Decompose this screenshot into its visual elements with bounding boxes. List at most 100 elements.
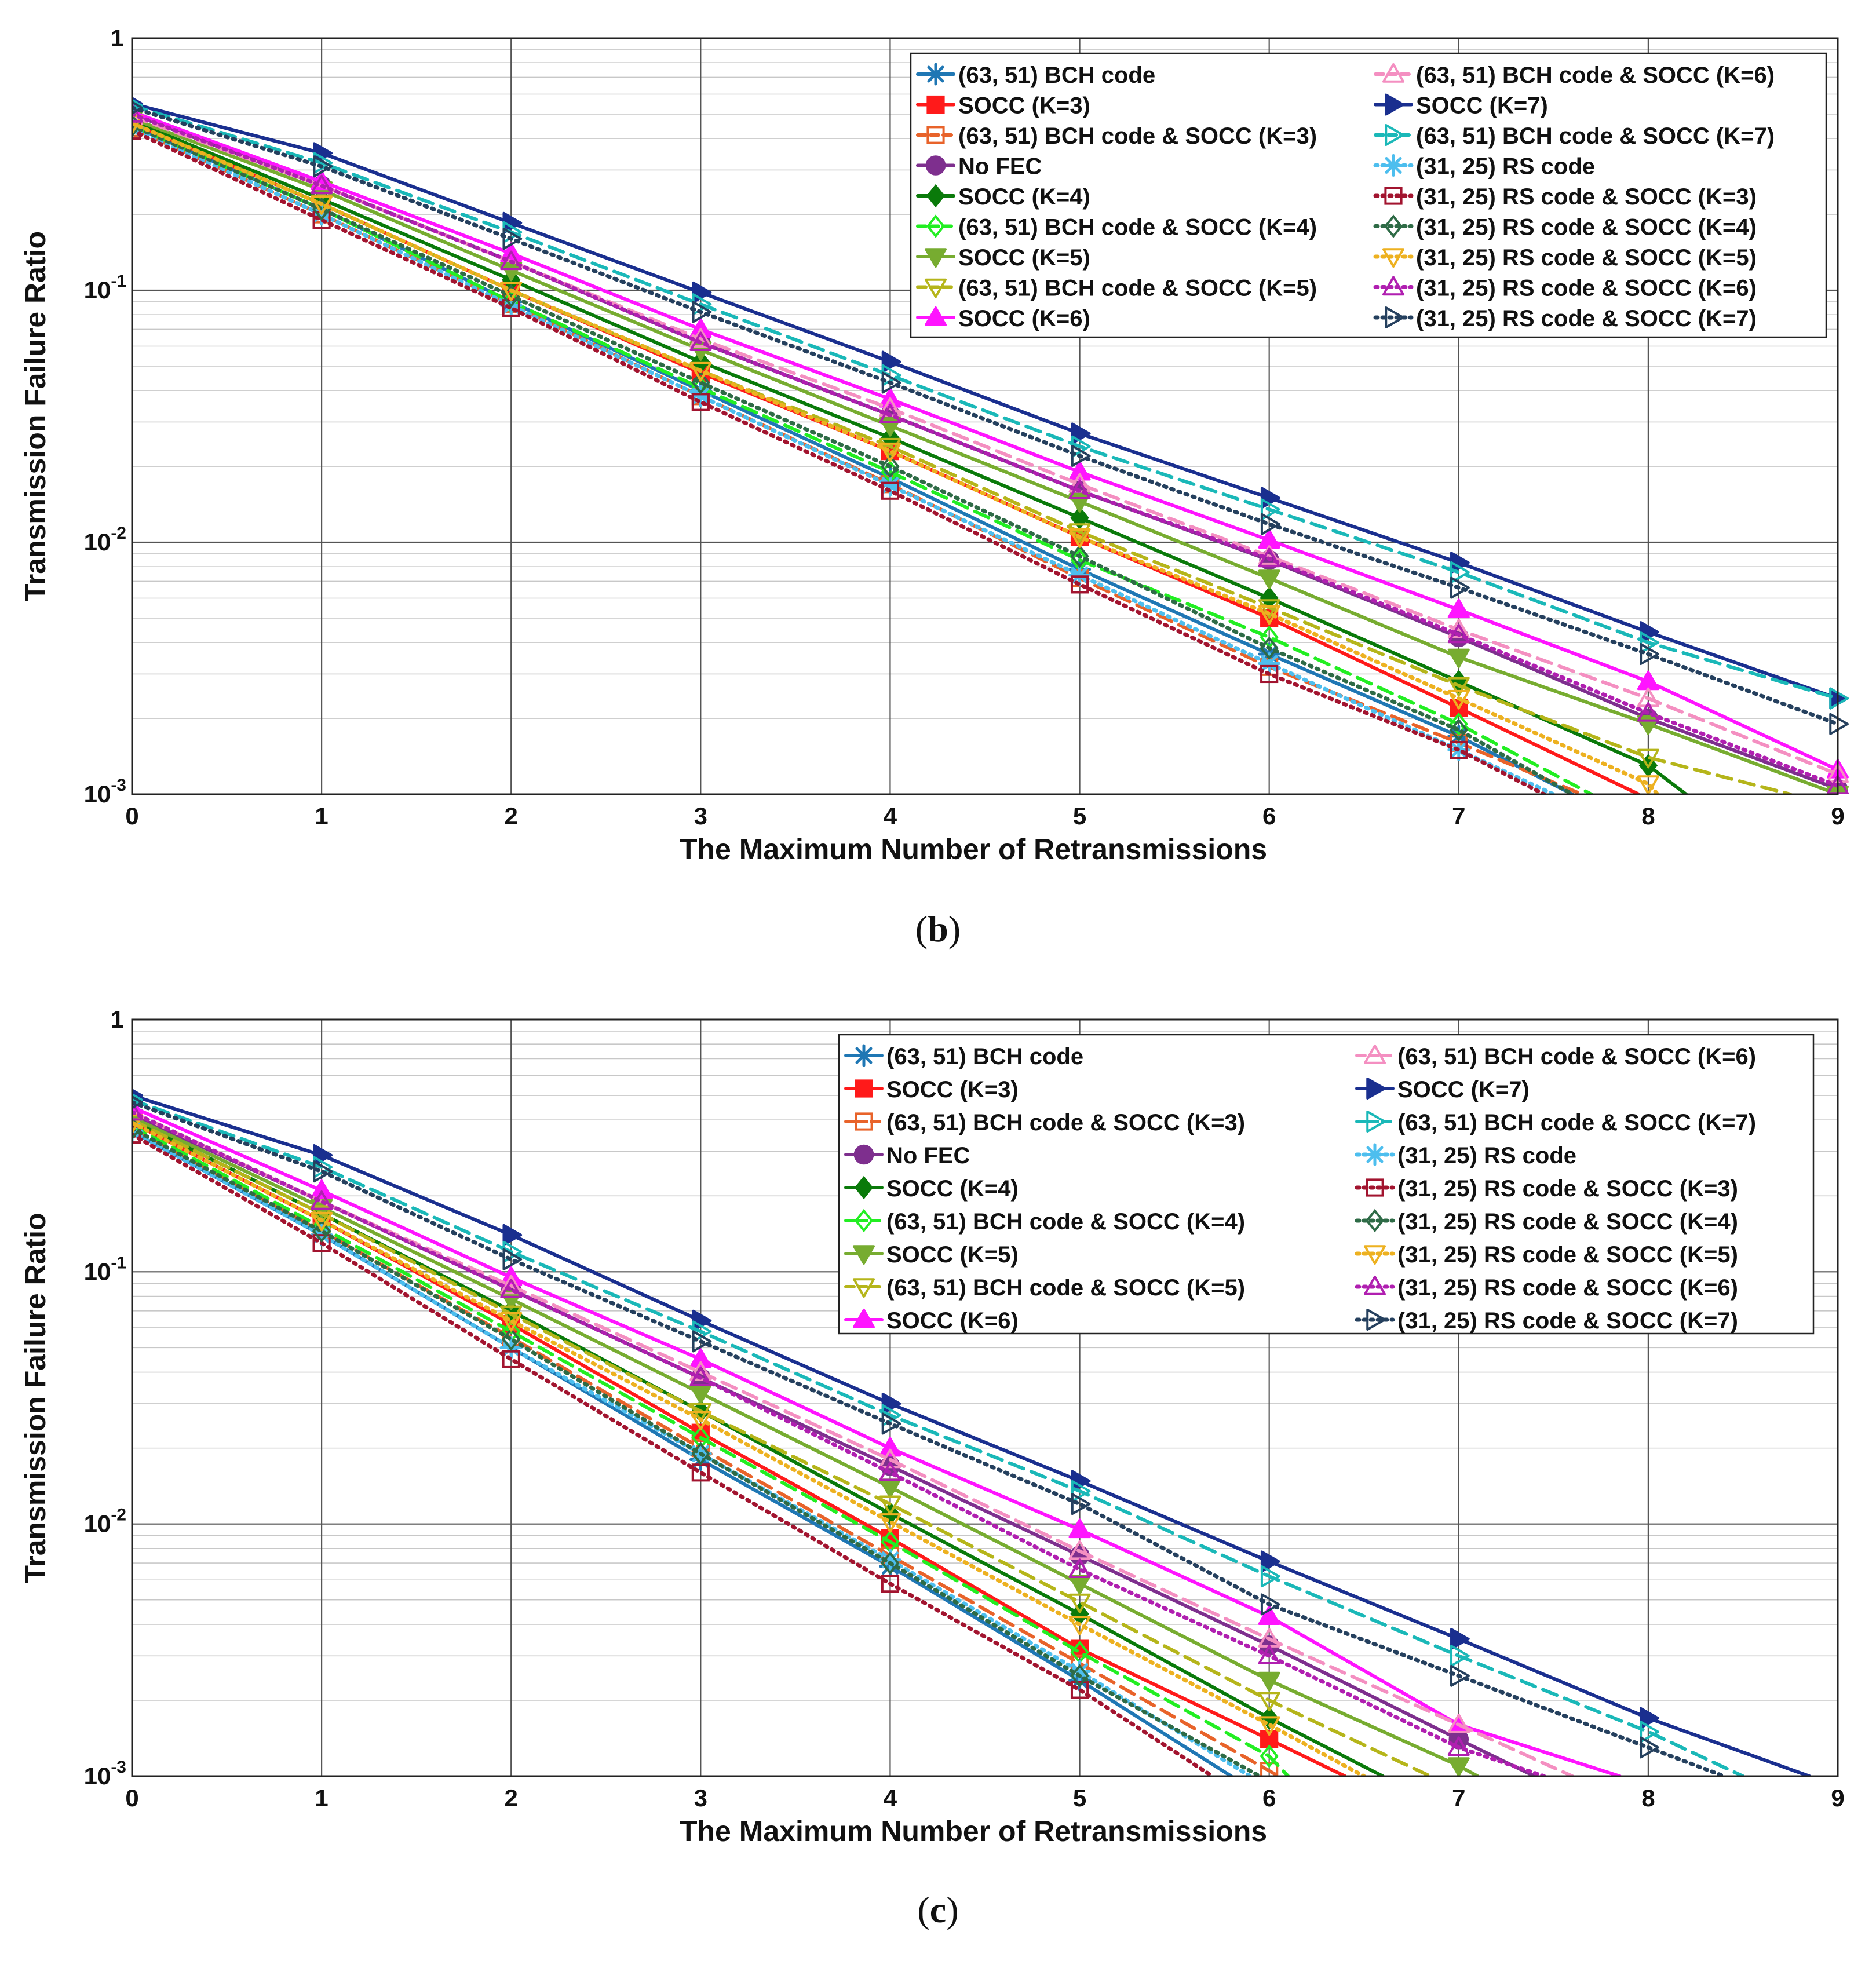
legend-item: SOCC (K=6) (844, 1308, 1019, 1334)
x-tick-label: 6 (1262, 802, 1276, 830)
legend-item: SOCC (K=5) (844, 1242, 1019, 1268)
tick-exponent: -1 (111, 272, 126, 291)
legend-swatch-marker (853, 1309, 875, 1328)
data-point (1260, 513, 1280, 535)
caption-letter: b (928, 908, 948, 950)
legend-swatch-marker (924, 63, 947, 86)
legend-swatch-marker-stroke (927, 65, 944, 83)
y-tick-label: 1 (111, 24, 124, 52)
panel-caption: (b) (915, 908, 961, 950)
legend-label: SOCC (K=4) (886, 1176, 1019, 1202)
series-16 (132, 103, 1849, 794)
legend-swatch-marker (925, 278, 947, 298)
y-tick-label: 10-1 (84, 272, 126, 304)
series-line (132, 123, 1575, 794)
legend-swatch-marker (1382, 248, 1404, 268)
legend-swatch-marker (1382, 154, 1405, 177)
x-tick-label: 8 (1641, 802, 1655, 830)
data-point (313, 155, 333, 178)
legend-item: SOCC (K=7) (1355, 1077, 1530, 1102)
legend-swatch-marker (1364, 1276, 1386, 1295)
data-point (500, 250, 523, 271)
data-point-stroke (1071, 1663, 1089, 1680)
x-tick-label: 4 (884, 1784, 897, 1812)
legend-item: (31, 25) RS code & SOCC (K=6) (1355, 1275, 1738, 1301)
tick-base: 10 (84, 780, 111, 808)
legend-swatch-marker (1366, 1078, 1386, 1100)
axes-box (131, 1018, 1839, 1777)
data-point (1258, 599, 1280, 619)
y-tick-label: 10-3 (84, 776, 126, 808)
series-line (132, 1098, 1745, 1776)
x-tick-label: 0 (125, 1784, 138, 1812)
legend-item: SOCC (K=6) (916, 306, 1090, 331)
data-point (132, 1101, 143, 1121)
data-point (1829, 687, 1849, 710)
y-tick-label: 10-3 (84, 1758, 126, 1790)
tick-exponent: -3 (111, 776, 126, 795)
data-point (1637, 702, 1659, 722)
legend-label: (31, 25) RS code (1416, 154, 1595, 180)
data-point (1070, 575, 1089, 594)
series-line (132, 1100, 1727, 1776)
data-point (1258, 569, 1280, 590)
legend-label: (63, 51) BCH code & SOCC (K=7) (1397, 1110, 1756, 1135)
legend-swatch-marker (853, 1278, 875, 1298)
data-point (1070, 544, 1089, 568)
x-tick-label: 9 (1831, 1784, 1844, 1812)
data-point (1449, 718, 1468, 742)
x-tick-label: 1 (315, 1784, 328, 1812)
data-point (1640, 1721, 1659, 1743)
data-point (879, 1461, 901, 1481)
y-tick-label: 10-2 (84, 1506, 126, 1538)
legend-item: (31, 25) RS code & SOCC (K=5) (1355, 1242, 1738, 1268)
legend-item: (31, 25) RS code & SOCC (K=5) (1373, 245, 1757, 271)
data-point (502, 1248, 523, 1270)
legend-label: (63, 51) BCH code & SOCC (K=6) (1416, 63, 1775, 88)
data-point (132, 1095, 143, 1109)
data-point (500, 1275, 523, 1295)
legend-label: (63, 51) BCH code & SOCC (K=4) (886, 1209, 1245, 1235)
data-point (1260, 1565, 1280, 1588)
data-point (132, 1114, 143, 1134)
data-point (1260, 1762, 1279, 1776)
data-point (1447, 598, 1470, 619)
legend-item: No FEC (844, 1143, 970, 1168)
legend-label: (31, 25) RS code & SOCC (K=5) (1397, 1242, 1738, 1268)
data-point (311, 1190, 333, 1210)
legend-label: No FEC (958, 154, 1042, 180)
data-point (1637, 748, 1659, 769)
data-point (1637, 687, 1659, 707)
series-7 (132, 1111, 1432, 1776)
series-group (132, 96, 1849, 794)
legend-swatch-marker (926, 95, 945, 114)
legend-swatch-marker (855, 1112, 873, 1131)
series-17 (132, 100, 1849, 735)
series-line (132, 1094, 1811, 1776)
legend-label: No FEC (886, 1143, 970, 1168)
data-point (1450, 740, 1468, 759)
series-line (132, 123, 1593, 794)
data-point (1260, 1593, 1280, 1616)
series-15 (132, 114, 1660, 794)
legend-item: (31, 25) RS code & SOCC (K=7) (1355, 1308, 1738, 1334)
legend-label: SOCC (K=4) (958, 184, 1090, 210)
data-point (689, 1367, 712, 1387)
legend-swatch-marker (853, 1144, 874, 1165)
series-line (132, 116, 1839, 794)
legend-swatch-marker (1382, 276, 1404, 296)
legend-swatch-marker (1385, 93, 1404, 116)
data-point (881, 1551, 900, 1575)
legend-item: (63, 51) BCH code & SOCC (K=5) (916, 276, 1317, 301)
legend-label: SOCC (K=5) (958, 245, 1090, 271)
data-point (691, 1442, 710, 1466)
data-point (691, 371, 710, 395)
legend-swatch-marker (926, 214, 946, 238)
legend-item: (63, 51) BCH code & SOCC (K=4) (844, 1208, 1245, 1235)
legend-swatch-marker-stroke (1366, 1146, 1384, 1163)
data-point (692, 1330, 712, 1353)
data-point (1258, 547, 1280, 568)
series-line (132, 1126, 1262, 1776)
